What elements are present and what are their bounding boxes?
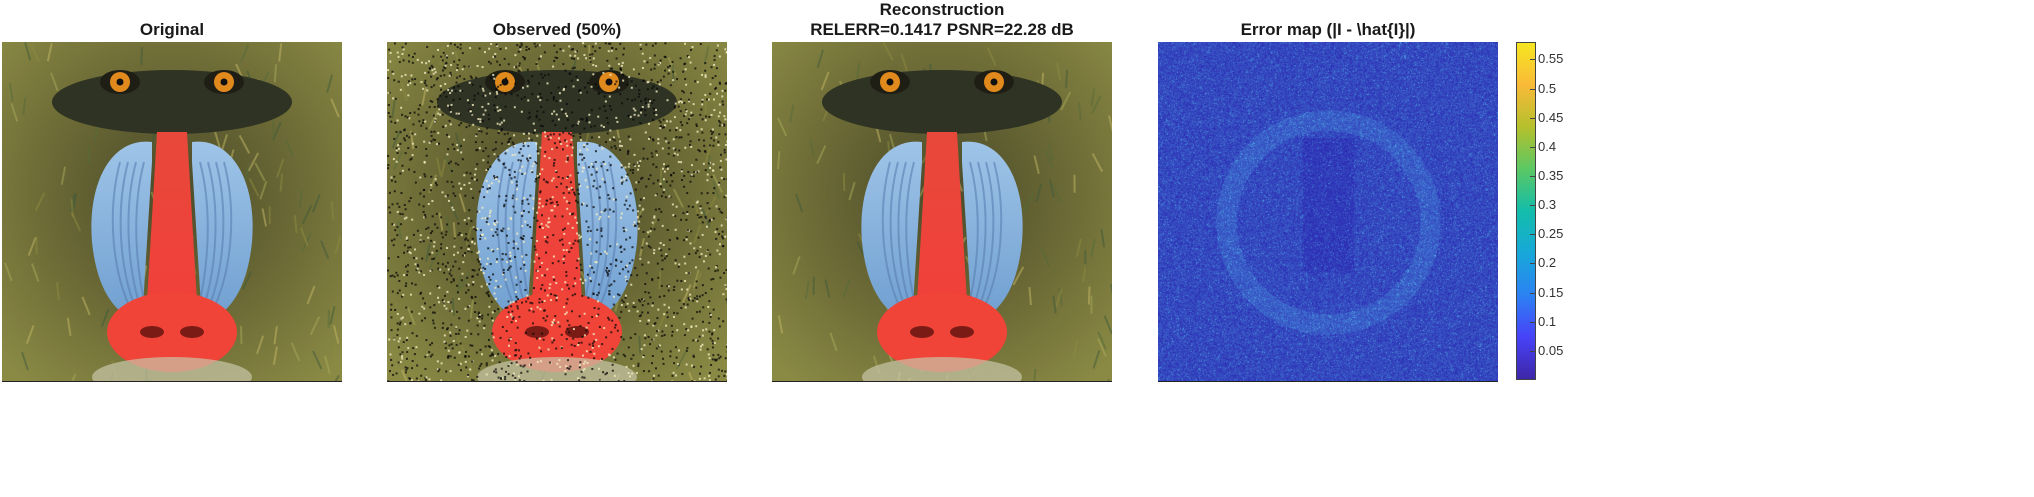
reconstruction-image-panel: [772, 42, 1112, 382]
original-image-panel: [2, 42, 342, 382]
colorbar-tick-mark: [1530, 89, 1536, 90]
colorbar: [1516, 42, 1536, 380]
colorbar-tick-mark: [1530, 205, 1536, 206]
colorbar-tick-label: 0.5: [1538, 82, 1556, 96]
panel-subtitle-metrics: RELERR=0.1417 PSNR=22.28 dB: [772, 20, 1112, 40]
colorbar-tick-label: 0.45: [1538, 111, 1563, 125]
colorbar-tick-mark: [1530, 176, 1536, 177]
colorbar-tick-label: 0.2: [1538, 256, 1556, 270]
panel-title-original: Original: [2, 20, 342, 40]
colorbar-tick-label: 0.25: [1538, 227, 1563, 241]
colorbar-tick-label: 0.35: [1538, 169, 1563, 183]
colorbar-tick-mark: [1530, 118, 1536, 119]
error-map-panel: [1158, 42, 1498, 382]
colorbar-tick-label: 0.3: [1538, 198, 1556, 212]
colorbar-tick-mark: [1530, 147, 1536, 148]
colorbar-tick-label: 0.1: [1538, 315, 1556, 329]
colorbar-tick-mark: [1530, 351, 1536, 352]
colorbar-tick-label: 0.05: [1538, 344, 1563, 358]
panel-title-reconstruction: Reconstruction: [772, 0, 1112, 20]
colorbar-tick-label: 0.4: [1538, 140, 1556, 154]
colorbar-tick-label: 0.15: [1538, 286, 1563, 300]
panel-title-error-map: Error map (|I - \hat{I}|): [1158, 20, 1498, 40]
colorbar-tick-mark: [1530, 59, 1536, 60]
colorbar-tick-mark: [1530, 234, 1536, 235]
colorbar-tick-mark: [1530, 263, 1536, 264]
colorbar-tick-mark: [1530, 293, 1536, 294]
observed-image-panel: [387, 42, 727, 382]
colorbar-tick-label: 0.55: [1538, 52, 1563, 66]
panel-title-observed: Observed (50%): [387, 20, 727, 40]
colorbar-tick-mark: [1530, 322, 1536, 323]
